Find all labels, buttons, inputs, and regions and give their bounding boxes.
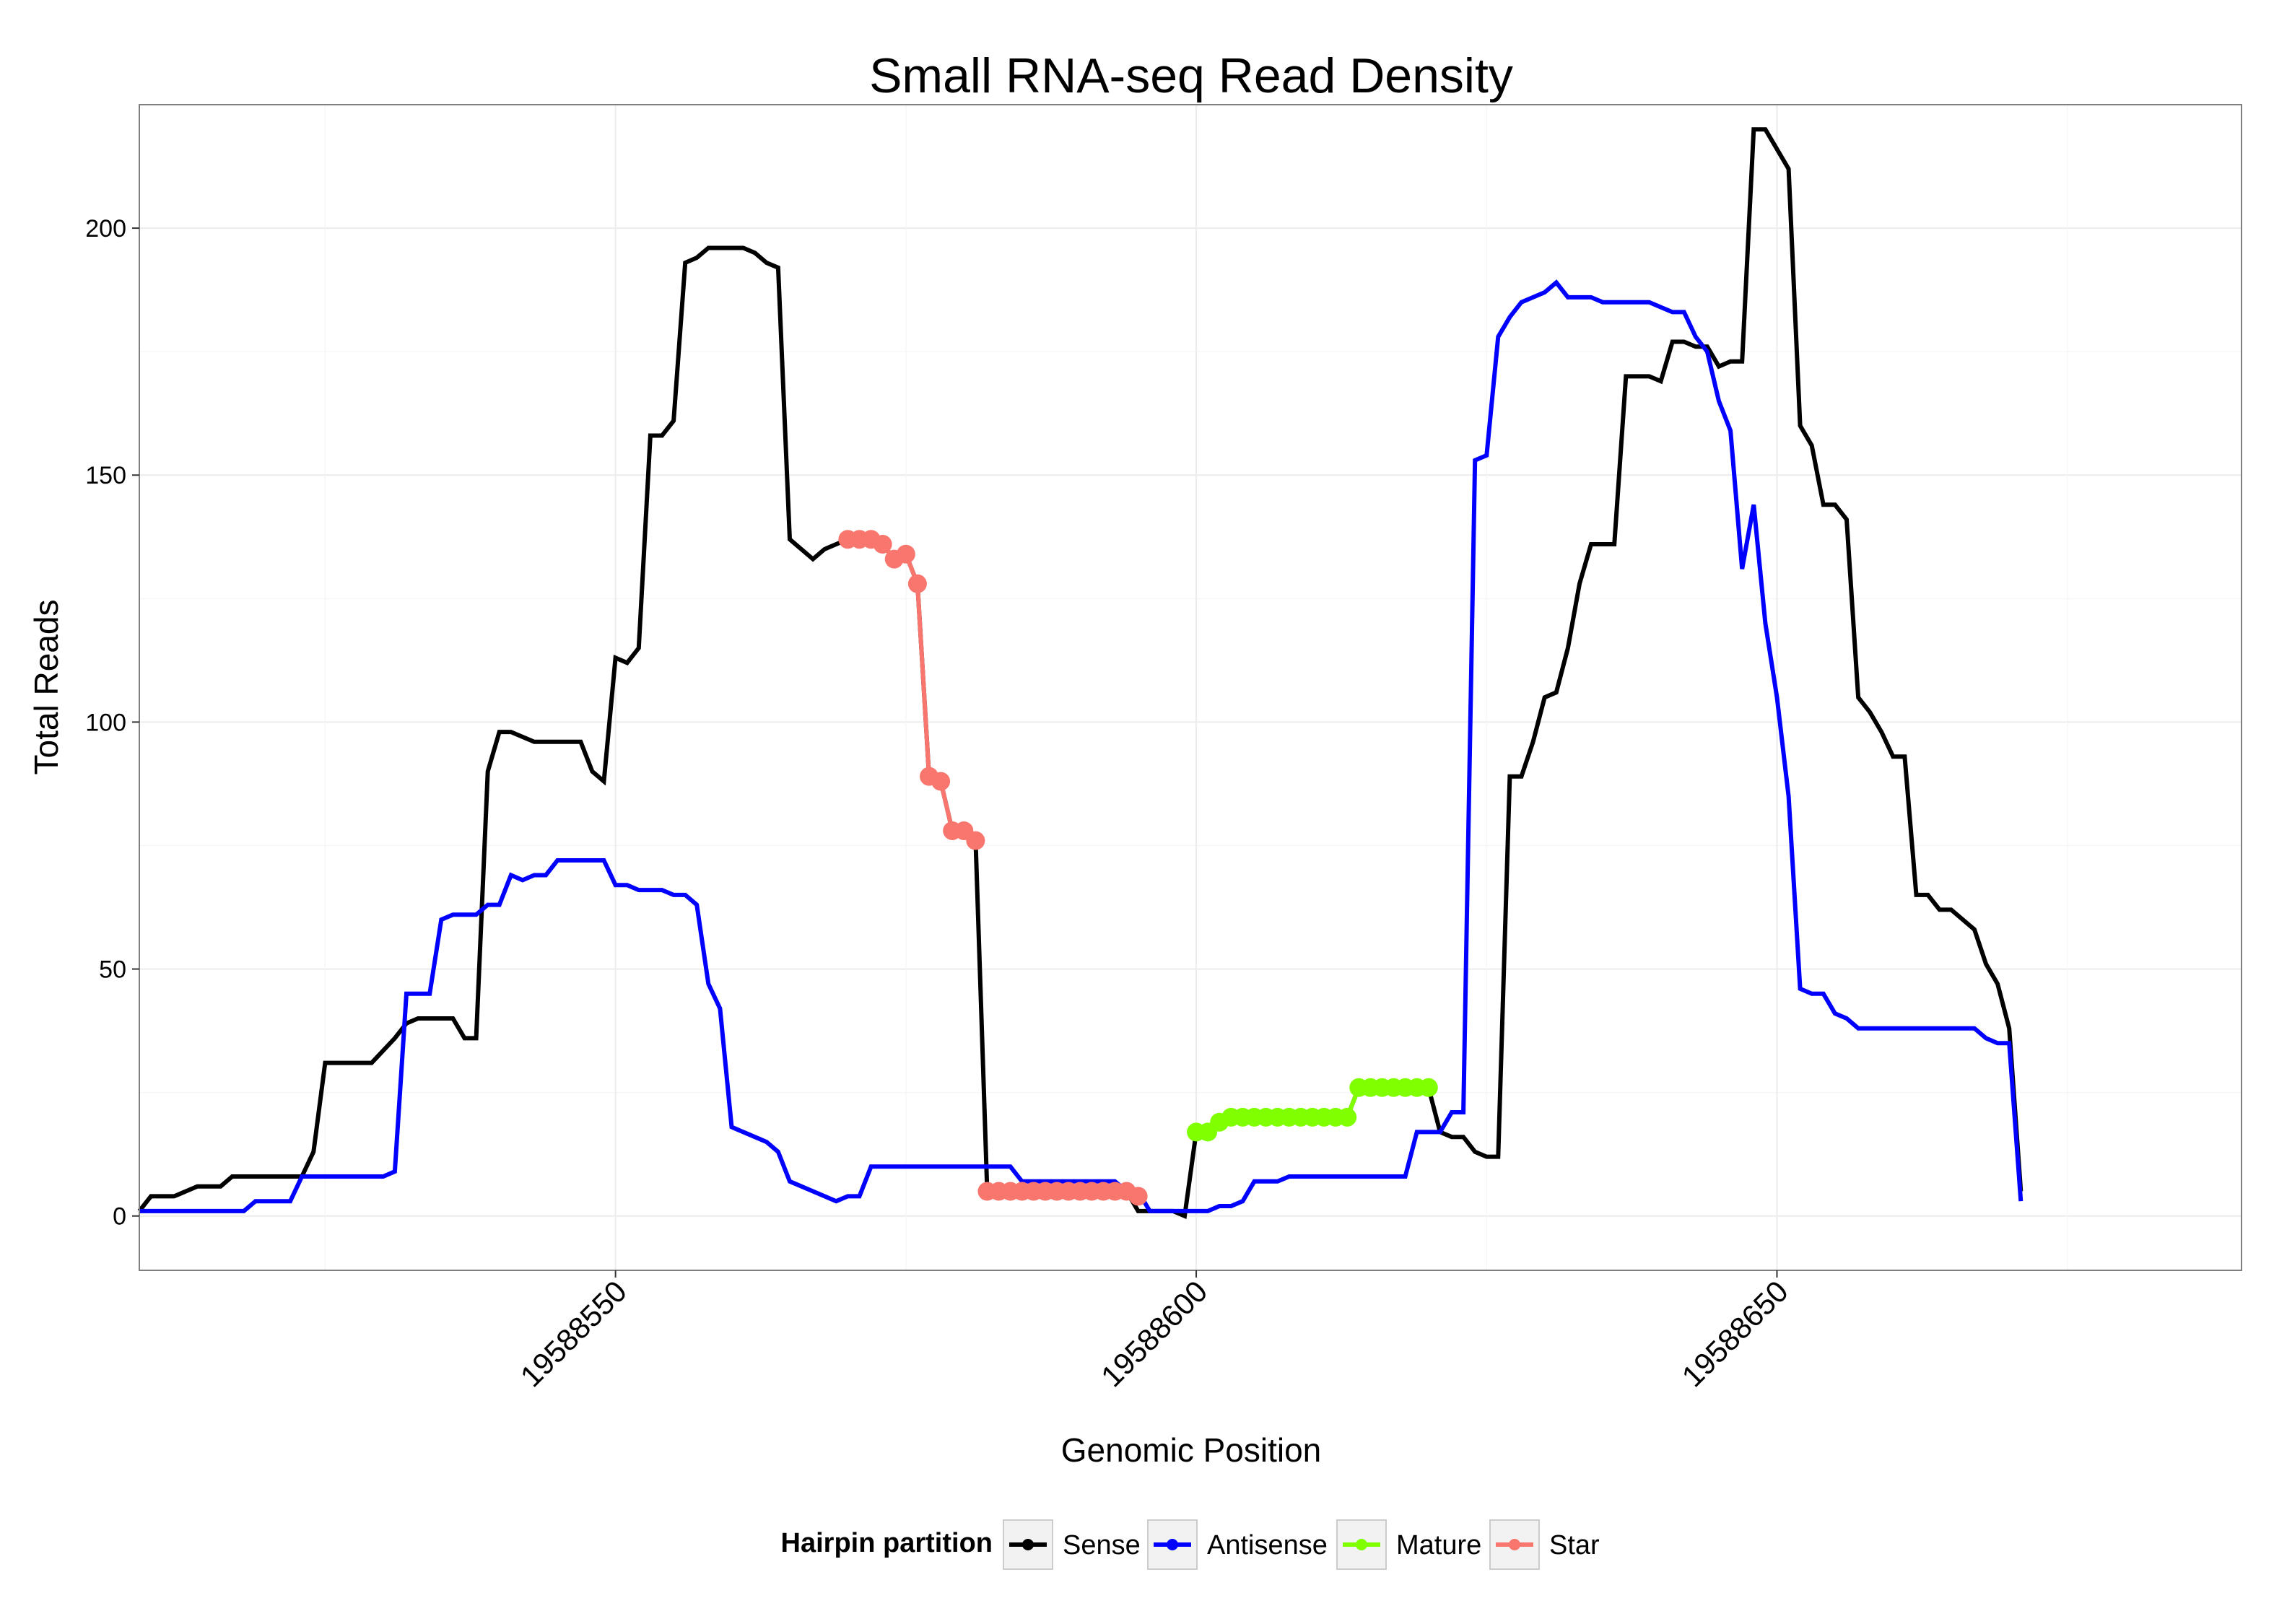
legend: Hairpin partition Sense Antisense Mature St… <box>781 1519 1600 1570</box>
plot-panel-border <box>139 104 2242 1271</box>
point-mature <box>1419 1078 1438 1097</box>
y-tick-label: 200 <box>85 215 126 243</box>
legend-key-point <box>1509 1539 1520 1550</box>
point-star <box>1128 1187 1148 1206</box>
point-star <box>966 831 985 850</box>
point-star <box>907 574 927 593</box>
y-tick-label: 50 <box>99 956 126 984</box>
x-axis-title: Genomic Position <box>1061 1431 1322 1469</box>
y-axis-title: Total Reads <box>27 600 65 775</box>
legend-key-point <box>1356 1539 1367 1550</box>
y-tick-label: 100 <box>85 709 126 736</box>
legend-label-sense: Sense <box>1063 1530 1141 1560</box>
legend-title: Hairpin partition <box>781 1528 993 1558</box>
grid-lines <box>139 105 2242 1270</box>
legend-key-point <box>1167 1539 1178 1550</box>
series-line-antisense <box>139 279 2023 1213</box>
legend-label-antisense: Antisense <box>1207 1530 1328 1560</box>
legend-key-point <box>1022 1539 1034 1550</box>
legend-label-mature: Mature <box>1396 1530 1481 1560</box>
point-star <box>896 544 915 564</box>
y-tick-label: 150 <box>85 462 126 489</box>
point-mature <box>1338 1107 1357 1127</box>
chart-title: Small RNA-seq Read Density <box>869 48 1513 103</box>
point-star <box>873 535 892 554</box>
y-tick-label: 0 <box>113 1203 126 1231</box>
series-layer <box>137 127 2023 1219</box>
legend-label-star: Star <box>1549 1530 1600 1560</box>
point-star <box>931 772 951 791</box>
